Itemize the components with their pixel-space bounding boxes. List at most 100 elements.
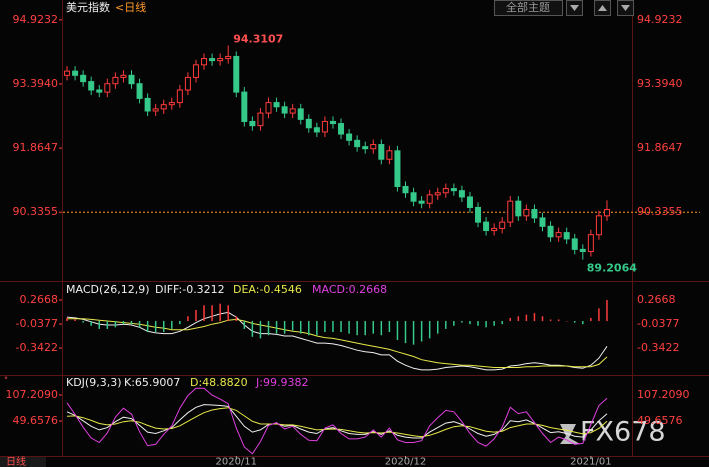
macd-bar [243, 321, 246, 329]
macd-bar [74, 319, 76, 322]
candle-body [217, 58, 224, 62]
candle-body [434, 192, 441, 196]
legend-entry: D:48.8820 [190, 376, 248, 389]
candle-body [523, 209, 530, 217]
macd-bar [598, 308, 600, 322]
candle-body [531, 209, 538, 219]
candle-body [233, 55, 240, 93]
candle-body [96, 89, 103, 93]
macd-bar [138, 321, 141, 328]
period-tab[interactable] [0, 457, 46, 467]
candle-body [394, 150, 401, 187]
candle-body [257, 112, 264, 127]
candle-body [354, 139, 361, 148]
macd-bar [436, 321, 439, 334]
y-tick-label: 49.6576 [13, 414, 59, 427]
macd-bar [469, 321, 471, 325]
period-tab-label[interactable]: 日线 [6, 455, 26, 467]
panel-title: MACD(26,12,9) [66, 283, 150, 296]
dropdown-icon [570, 5, 579, 11]
macd-bar [509, 317, 512, 322]
y-tick-label: 93.3940 [13, 77, 59, 90]
macd-bar [219, 303, 221, 322]
macd-bar [533, 313, 536, 322]
macd-bar [404, 321, 407, 344]
candle-body [329, 120, 336, 125]
candle-body [249, 120, 256, 127]
macd-bar [364, 321, 366, 336]
candle-body [281, 106, 288, 114]
theme-button[interactable] [494, 0, 563, 16]
y-tick-label-right: 0.2668 [637, 293, 676, 306]
theme-button-label[interactable]: 全部主题 [506, 0, 550, 14]
candle-body [539, 217, 546, 227]
candle-body [410, 192, 417, 202]
candle-body [563, 232, 570, 240]
up-icon [598, 5, 607, 11]
y-tick-label-right: 91.8647 [637, 141, 683, 154]
macd-bar [380, 321, 383, 336]
macd-bar [372, 321, 375, 334]
macd-bar [582, 321, 584, 325]
candle-body [386, 150, 393, 160]
candle-body [579, 248, 586, 252]
y-tick-label-right: 94.9232 [637, 13, 683, 26]
candle-body [64, 70, 71, 76]
indicator-line [67, 318, 608, 368]
macd-bar [227, 305, 229, 322]
candle-body [225, 55, 232, 60]
macd-bar [283, 321, 286, 334]
candle-body [176, 89, 183, 104]
macd-bar [259, 321, 262, 339]
macd-bar [565, 321, 568, 322]
candle-body [450, 188, 457, 192]
candle-body [136, 83, 143, 99]
candle-body [72, 70, 79, 76]
candle-body [571, 238, 578, 250]
macd-bar [171, 321, 173, 329]
candle-body [144, 97, 151, 112]
macd-bar [316, 321, 318, 336]
macd-bar [517, 316, 520, 322]
macd-bar [130, 321, 133, 325]
candle-body [305, 118, 312, 129]
candle-body [418, 200, 425, 204]
high-annotation: 94.3107 [233, 33, 283, 46]
y-tick-label-right: 49.6576 [637, 414, 683, 427]
macd-bar [235, 316, 238, 322]
macd-bar [66, 317, 68, 322]
y-tick-label-right: -0.0377 [637, 317, 679, 330]
candle-body [184, 76, 191, 91]
candle-body [104, 83, 111, 93]
macd-bar [340, 321, 342, 333]
candle-body [466, 196, 473, 208]
candle-body [483, 221, 490, 232]
candle-body [338, 123, 345, 135]
candle-body [587, 234, 594, 252]
macd-bar [154, 321, 157, 333]
watermark-text: FX678 [580, 417, 666, 448]
candle-body [595, 215, 602, 236]
candle-body [201, 58, 208, 66]
candle-body [491, 227, 498, 232]
y-tick-label: -0.3422 [16, 341, 58, 354]
macd-bar [461, 321, 463, 323]
down-icon [621, 5, 630, 11]
x-tick-label: 2021/01 [570, 457, 612, 467]
candle-body [499, 221, 506, 229]
candle-body [515, 200, 522, 217]
candle-body [241, 91, 248, 122]
candle-body [128, 74, 135, 85]
macd-bar [396, 321, 399, 340]
candle-body [265, 102, 272, 114]
candle-body [362, 146, 369, 150]
y-tick-label: 94.9232 [13, 13, 59, 26]
macd-bar [557, 319, 560, 322]
candle-body [289, 108, 296, 114]
marker-dot: ° [4, 376, 8, 385]
legend-entry: K:65.9007 [124, 376, 180, 389]
candle-body [555, 232, 562, 238]
macd-bar [445, 321, 447, 329]
macd-bar [485, 321, 487, 328]
